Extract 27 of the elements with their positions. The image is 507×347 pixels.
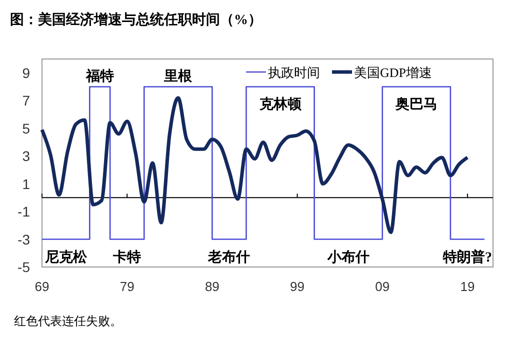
chart-title: 图：美国经济增速与总统任职时间（%） bbox=[10, 11, 262, 28]
annotation: 奥巴马 bbox=[394, 96, 438, 113]
annotation: 老布什 bbox=[207, 249, 250, 266]
x-tick-label: 19 bbox=[460, 279, 475, 294]
y-tick-label: 3 bbox=[22, 148, 30, 164]
annotation: 福特 bbox=[84, 68, 114, 85]
y-tick-label: 1 bbox=[22, 176, 30, 192]
y-tick-label: 5 bbox=[22, 120, 30, 136]
y-tick-label: -1 bbox=[18, 204, 30, 220]
x-tick-label: 09 bbox=[375, 279, 390, 294]
annotation: 特朗普? bbox=[442, 248, 492, 266]
annotation: 小布什 bbox=[326, 249, 370, 266]
y-tick-label: 7 bbox=[22, 92, 30, 109]
x-tick-label: 99 bbox=[290, 279, 305, 294]
annotation: 卡特 bbox=[112, 249, 142, 266]
x-tick-label: 79 bbox=[120, 279, 134, 294]
text: 红色代表连任失败。 bbox=[14, 314, 122, 328]
annotation: 里根 bbox=[163, 68, 194, 85]
annotation: 克林顿 bbox=[258, 96, 302, 113]
x-tick-label: 89 bbox=[204, 279, 220, 294]
y-tick-label: -3 bbox=[18, 231, 30, 248]
legend-label: 美国GDP增速 bbox=[354, 65, 432, 80]
y-tick-label: 9 bbox=[22, 64, 30, 81]
y-tick-label: -5 bbox=[18, 259, 30, 275]
legend-label: 执政时间 bbox=[268, 65, 320, 80]
annotation: 尼克松 bbox=[44, 249, 88, 266]
x-tick-label: 69 bbox=[34, 279, 50, 294]
